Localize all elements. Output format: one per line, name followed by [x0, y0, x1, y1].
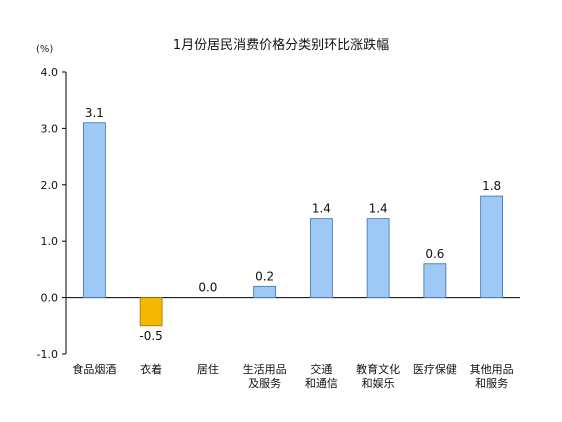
- x-tick-label: 其他用品: [470, 363, 514, 376]
- data-label: 1.4: [312, 202, 331, 216]
- y-tick-label: 3.0: [41, 122, 59, 135]
- bar: [309, 218, 333, 298]
- x-tick-label: 医疗保健: [413, 362, 457, 376]
- y-axis-unit: (%): [36, 44, 54, 55]
- x-tick-label: 交通: [310, 362, 332, 376]
- y-tick-label: -1.0: [37, 348, 58, 361]
- x-tick-label: 食品烟酒: [72, 362, 116, 376]
- data-label: 0.2: [255, 269, 274, 283]
- bar: [366, 218, 390, 298]
- y-tick-label: 2.0: [41, 179, 59, 192]
- x-tick-label: 和通信: [305, 377, 338, 390]
- bar: [139, 297, 163, 327]
- x-tick-label: 和娱乐: [362, 376, 395, 390]
- data-label: -0.5: [139, 329, 162, 343]
- bar: [82, 122, 106, 298]
- data-label: 0.6: [425, 247, 444, 261]
- y-tick-label: 4.0: [41, 66, 59, 79]
- y-tick-label: 0.0: [41, 292, 59, 305]
- data-label: 0.0: [198, 281, 217, 295]
- x-tick-label: 及服务: [248, 377, 281, 390]
- data-label: 1.8: [482, 179, 501, 193]
- y-tick-label: 1.0: [41, 235, 59, 248]
- bar: [423, 263, 447, 299]
- x-tick-label: 衣着: [140, 362, 162, 376]
- data-label: 1.4: [369, 202, 388, 216]
- bar: [253, 285, 277, 299]
- x-tick-label: 和服务: [475, 377, 508, 390]
- x-tick-label: 居住: [197, 362, 219, 376]
- x-tick-label: 教育文化: [356, 362, 400, 376]
- bar: [480, 195, 504, 298]
- x-tick-label: 生活用品: [243, 362, 287, 376]
- data-label: 3.1: [85, 106, 104, 120]
- chart-title: 1月份居民消费价格分类别环比涨跌幅: [172, 38, 390, 53]
